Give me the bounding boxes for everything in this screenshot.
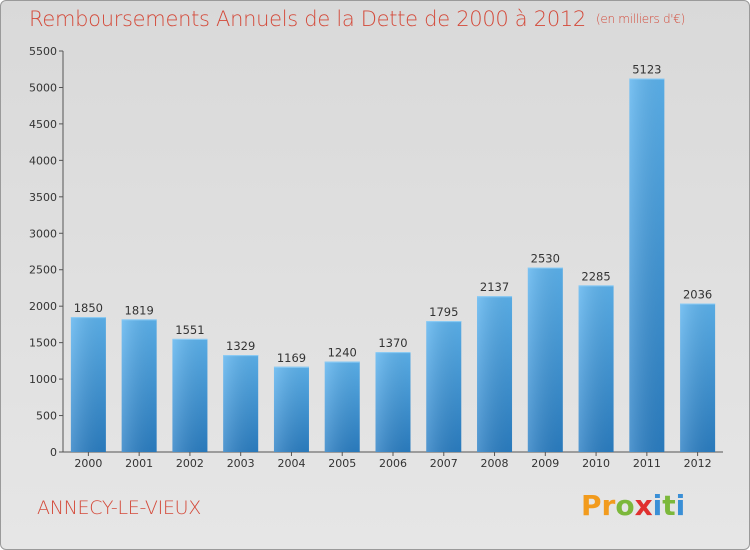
x-tick-label: 2001 xyxy=(125,457,153,470)
bar-shade xyxy=(629,78,665,452)
x-tick-label: 2005 xyxy=(328,457,356,470)
bar-shade xyxy=(324,361,360,452)
bar-value-label: 2036 xyxy=(683,288,712,302)
bar-value-label: 5123 xyxy=(632,62,661,76)
x-tick-label: 2004 xyxy=(277,457,305,470)
x-tick-label: 2010 xyxy=(582,457,610,470)
bars: 1850 1819 1551 1329 1169 1240 1370 1795 2137 2530… xyxy=(70,62,716,452)
bar-value-label: 1551 xyxy=(175,323,204,337)
x-tick-label: 2000 xyxy=(74,457,102,470)
logo-letter: x xyxy=(634,489,653,522)
proxiti-logo: Proxiti xyxy=(581,489,685,522)
y-tick-label: 500 xyxy=(36,410,57,423)
chart-subtitle: (en milliers d'€) xyxy=(596,12,686,26)
bar-shade xyxy=(375,352,411,452)
y-tick-label: 5500 xyxy=(29,45,57,58)
bar-shade xyxy=(527,267,563,452)
x-tick-label: 2009 xyxy=(531,457,559,470)
y-tick-label: 0 xyxy=(50,446,57,459)
logo-letter: P xyxy=(581,489,602,522)
logo-letter: o xyxy=(615,489,635,522)
bar-value-label: 1329 xyxy=(226,339,255,353)
bar-shade xyxy=(578,285,614,452)
y-tick-label: 1500 xyxy=(29,337,57,350)
y-tick-label: 4000 xyxy=(29,154,57,167)
x-tick-label: 2008 xyxy=(481,457,509,470)
x-tick-label: 2002 xyxy=(176,457,204,470)
bar-shade xyxy=(223,355,259,452)
y-tick-label: 2500 xyxy=(29,264,57,277)
x-tick-label: 2012 xyxy=(684,457,712,470)
x-tick-label: 2007 xyxy=(430,457,458,470)
logo-letter: r xyxy=(601,489,616,522)
logo-letter: i xyxy=(675,489,686,522)
x-tick-label: 2011 xyxy=(633,457,661,470)
bar-shade xyxy=(273,366,309,452)
bar-shade xyxy=(426,321,462,452)
bar-shade xyxy=(680,303,716,452)
bar-shade xyxy=(477,296,513,452)
bar-value-label: 1819 xyxy=(125,303,154,317)
logo-letter: i xyxy=(652,489,663,522)
bar-value-label: 2137 xyxy=(480,280,509,294)
bar-value-label: 1240 xyxy=(328,346,357,360)
bar-value-label: 1370 xyxy=(378,336,407,350)
city-name: ANNECY-LE-VIEUX xyxy=(37,497,201,519)
chart-title: Remboursements Annuels de la Dette de 20… xyxy=(29,7,685,31)
y-tick-label: 2000 xyxy=(29,300,57,313)
axes: 0 500 1000 1500 2000 2500 3000 3500 4000 4500 5000… xyxy=(29,45,723,470)
x-tick-label: 2003 xyxy=(227,457,255,470)
chart-title-text: Remboursements Annuels de la Dette de 20… xyxy=(29,7,586,31)
y-tick-label: 1000 xyxy=(29,373,57,386)
y-tick-label: 5000 xyxy=(29,81,57,94)
x-tick-label: 2006 xyxy=(379,457,407,470)
bar-shade xyxy=(70,317,106,452)
bar-value-label: 2285 xyxy=(581,269,610,283)
bar-value-label: 1795 xyxy=(429,305,458,319)
bar-value-label: 2530 xyxy=(531,252,560,266)
y-tick-label: 4500 xyxy=(29,118,57,131)
y-tick-label: 3500 xyxy=(29,191,57,204)
bar-shade xyxy=(121,319,157,452)
bar-value-label: 1169 xyxy=(277,351,306,365)
logo-letter: t xyxy=(662,489,676,522)
bar-shade xyxy=(172,338,208,452)
y-tick-label: 3000 xyxy=(29,227,57,240)
bar-value-label: 1850 xyxy=(74,301,103,315)
